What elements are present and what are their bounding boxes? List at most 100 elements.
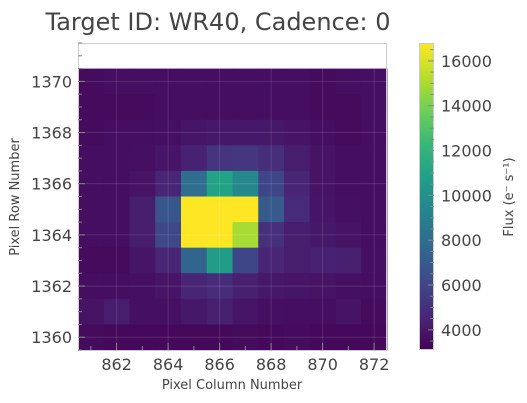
heatmap-cell — [284, 170, 311, 197]
heatmap-cell — [335, 273, 362, 300]
colorbar-tick-label: 12000 — [441, 142, 492, 161]
x-tick-label: 862 — [101, 355, 132, 374]
y-tick-label: 1364 — [31, 226, 72, 245]
heatmap-cell — [129, 145, 156, 172]
heatmap-cell — [129, 273, 156, 300]
heatmap-cell — [232, 273, 259, 300]
heatmap-cell — [258, 145, 285, 172]
heatmap-cell — [335, 170, 362, 197]
colorbar-tick-label: 6000 — [441, 276, 482, 295]
heatmap-cell — [284, 298, 311, 325]
y-axis-label: Pixel Row Number — [8, 138, 23, 256]
heatmap-cell — [361, 68, 388, 95]
heatmap-cell — [206, 273, 233, 300]
heatmap-cell — [284, 196, 311, 223]
heatmap-cell — [103, 222, 130, 249]
heatmap-cell — [309, 170, 336, 197]
heatmap-cell — [206, 68, 233, 95]
colorbar-tick-label: 8000 — [441, 231, 482, 250]
heatmap-cell — [309, 119, 336, 146]
heatmap-cell — [206, 298, 233, 325]
y-tick-label: 1368 — [31, 124, 72, 143]
heatmap-cell — [155, 145, 182, 172]
x-tick-label: 868 — [256, 355, 287, 374]
heatmap-cell — [309, 196, 336, 223]
heatmap-cell — [155, 68, 182, 95]
heatmap-cell — [155, 273, 182, 300]
heatmap-cell — [335, 222, 362, 249]
heatmap-cell — [309, 273, 336, 300]
heatmap-cell — [181, 68, 208, 95]
heatmap-cell — [309, 68, 336, 95]
heatmap-cell — [258, 273, 285, 300]
chart-title: Target ID: WR40, Cadence: 0 — [45, 8, 391, 36]
heatmap-cell — [103, 273, 130, 300]
x-axis-label: Pixel Column Number — [162, 378, 303, 393]
heatmap-cell — [361, 145, 388, 172]
heatmap-cell — [284, 273, 311, 300]
heatmap-cell — [232, 145, 259, 172]
heatmap-cell — [181, 273, 208, 300]
heatmap-cell — [103, 94, 130, 121]
heatmap-cell — [361, 119, 388, 146]
heatmap-cell — [155, 247, 182, 274]
heatmap-cell — [103, 298, 130, 325]
heatmap-cell — [284, 119, 311, 146]
heatmap-cell — [309, 145, 336, 172]
heatmap-cell — [155, 298, 182, 325]
heatmap-cell — [232, 247, 259, 274]
heatmap-cell — [129, 68, 156, 95]
heatmap-cell — [258, 298, 285, 325]
heatmap-cell — [361, 273, 388, 300]
heatmap-cell — [181, 145, 208, 172]
heatmap-cell — [232, 119, 259, 146]
colorbar-label: Flux (e⁻ s⁻¹) — [502, 157, 517, 236]
heatmap-cell — [232, 94, 259, 121]
y-tick-label: 1366 — [31, 175, 72, 194]
colorbar-tick-label: 14000 — [441, 97, 492, 116]
heatmap-cell — [309, 94, 336, 121]
heatmap-cell — [258, 196, 285, 223]
heatmap-cell — [129, 196, 156, 223]
y-tick-label: 1360 — [31, 328, 72, 347]
heatmap-cell — [155, 170, 182, 197]
heatmap-cell — [206, 247, 233, 274]
colorbar — [419, 43, 434, 350]
heatmap-cell — [129, 298, 156, 325]
heatmap-cell — [129, 222, 156, 249]
heatmap-cell — [155, 119, 182, 146]
x-tick-label: 870 — [307, 355, 338, 374]
heatmap-cell — [103, 68, 130, 95]
x-axis-ticks: 862 864 866 868 870 872 — [90, 343, 389, 374]
heatmap-cell — [361, 94, 388, 121]
heatmap-cell — [181, 170, 208, 197]
heatmap-cell — [103, 247, 130, 274]
heatmap-cell — [103, 196, 130, 223]
y-axis-ticks: 1360 1362 1364 1366 1368 1370 — [31, 42, 85, 351]
heatmap-cell — [361, 170, 388, 197]
colorbar-ticks: 4000 6000 8000 10000 12000 14000 16000 — [428, 49, 492, 342]
heatmap-cell — [181, 196, 208, 223]
heatmap-cell — [232, 196, 259, 223]
heatmap-cell — [206, 119, 233, 146]
heatmap-cell — [361, 298, 388, 325]
heatmap-cell — [335, 145, 362, 172]
heatmap-cell — [129, 94, 156, 121]
heatmap-cell — [206, 196, 233, 223]
heatmap-cell — [258, 94, 285, 121]
heatmap-plot — [78, 43, 388, 351]
heatmap-cell — [258, 247, 285, 274]
heatmap-cell — [155, 94, 182, 121]
heatmap-cell — [78, 94, 105, 121]
x-tick-label: 866 — [204, 355, 235, 374]
heatmap-cell — [361, 247, 388, 274]
heatmap-cell — [335, 68, 362, 95]
heatmap-cell — [284, 94, 311, 121]
heatmap-cell — [258, 68, 285, 95]
heatmap-cell — [284, 222, 311, 249]
heatmap-cell — [129, 119, 156, 146]
y-tick-label: 1362 — [31, 277, 72, 296]
heatmap-cell — [258, 170, 285, 197]
heatmap-cell — [258, 119, 285, 146]
